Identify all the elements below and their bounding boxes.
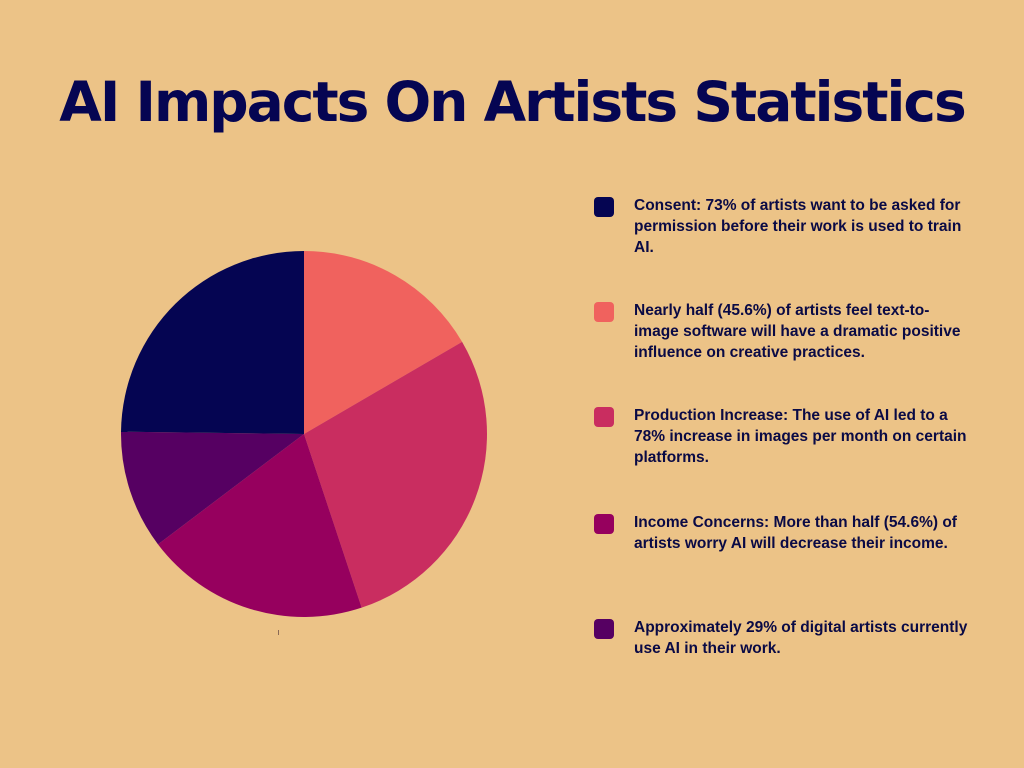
legend-swatch	[594, 302, 614, 322]
legend-text: Approximately 29% of digital artists cur…	[634, 619, 968, 657]
legend-swatch	[594, 407, 614, 427]
pie-chart	[120, 251, 487, 617]
legend-swatch	[594, 197, 614, 217]
tick-mark	[278, 630, 279, 635]
legend-text: Production Increase: The use of AI led t…	[634, 407, 967, 466]
legend-text: Consent: 73% of artists want to be asked…	[634, 197, 962, 256]
pie-slice-2	[304, 341, 487, 608]
legend-text: Income Concerns: More than half (54.6%) …	[634, 514, 957, 552]
legend-text: Nearly half (45.6%) of artists feel text…	[634, 302, 961, 361]
pie-slice-4	[120, 431, 304, 545]
pie-slice-5	[121, 251, 304, 434]
pie-slice-1	[304, 251, 463, 434]
chart-title: AI Impacts On Artists Statistics	[59, 70, 966, 134]
pie-slice-3	[158, 434, 362, 617]
legend-swatch	[594, 514, 614, 534]
legend-swatch	[594, 619, 614, 639]
